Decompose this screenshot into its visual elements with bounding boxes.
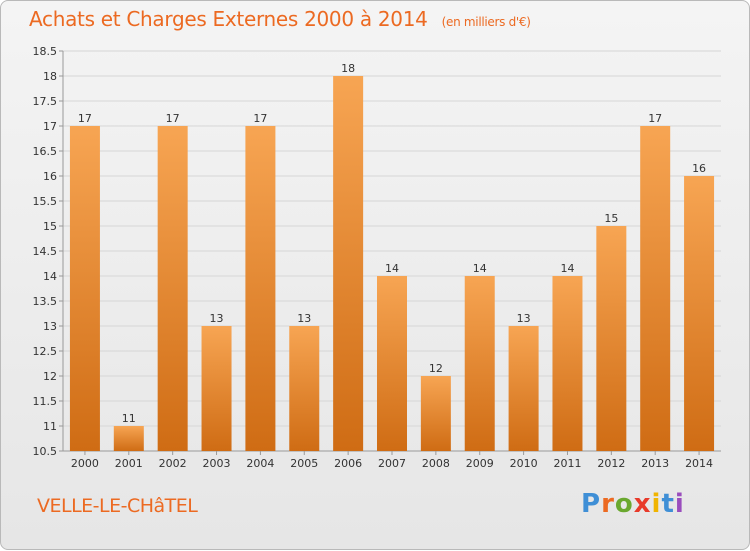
x-tick-label: 2005 [290,457,318,470]
y-tick-label: 11 [43,420,57,433]
proxiti-logo[interactable]: Proxiti [581,489,685,519]
x-tick-label: 2006 [334,457,362,470]
x-tick-label: 2010 [510,457,538,470]
x-tick-label: 2009 [466,457,494,470]
bar-2001 [113,426,144,451]
logo-letter: o [614,489,634,519]
bar-2002 [157,126,188,451]
logo-letter: P [581,489,602,519]
bar-value-label: 14 [385,262,399,275]
bar-value-label: 18 [341,62,355,75]
y-tick-label: 15 [43,220,57,233]
y-tick-label: 17 [43,120,57,133]
logo-letter: i [651,489,662,519]
y-tick-label: 12.5 [33,345,58,358]
x-tick-label: 2013 [641,457,669,470]
y-tick-label: 13.5 [33,295,58,308]
x-tick-label: 2002 [159,457,187,470]
bar-value-label: 15 [604,212,618,225]
y-tick-label: 16 [43,170,57,183]
y-tick-label: 16.5 [33,145,58,158]
bar-value-label: 11 [122,412,136,425]
bar-value-label: 17 [253,112,267,125]
y-tick-label: 14.5 [33,245,58,258]
y-tick-label: 13 [43,320,57,333]
bar-2000 [69,126,100,451]
x-tick-label: 2001 [115,457,143,470]
logo-letter: t [661,489,675,519]
commune-name: VELLE-LE-CHâTEL [37,495,198,517]
chart-title: Achats et Charges Externes 2000 à 2014 (… [29,7,531,31]
bar-2008 [420,376,451,451]
bar-2014 [684,176,715,451]
x-tick-label: 2011 [553,457,581,470]
bar-2005 [289,326,320,451]
bar-value-label: 14 [560,262,574,275]
x-tick-label: 2012 [597,457,625,470]
bar-2010 [508,326,539,451]
bar-value-label: 13 [210,312,224,325]
labels: 17 2000 11 2001 17 2002 13 2003 17 2004 13 2005 18 20… [71,62,713,470]
y-tick-label: 10.5 [33,445,58,458]
bar-value-label: 16 [692,162,706,175]
bar-2004 [245,126,276,451]
bar-2011 [552,276,583,451]
x-tick-label: 2000 [71,457,99,470]
bar-2009 [464,276,495,451]
x-tick-label: 2004 [246,457,274,470]
logo-letter: i [674,489,685,519]
logo-letter: x [633,489,652,519]
y-tick-label: 18 [43,70,57,83]
x-tick-label: 2007 [378,457,406,470]
bars [69,76,715,451]
bar-2007 [377,276,407,451]
y-tick-label: 14 [43,270,57,283]
bar-2006 [333,76,364,451]
bar-2012 [596,226,627,451]
bar-2003 [201,326,232,451]
bar-value-label: 17 [166,112,180,125]
chart-title-text: Achats et Charges Externes 2000 à 2014 [29,7,428,31]
bar-2013 [640,126,671,451]
x-tick-label: 2003 [203,457,231,470]
bar-value-label: 13 [297,312,311,325]
y-tick-label: 11.5 [33,395,58,408]
bar-value-label: 17 [78,112,92,125]
bar-value-label: 13 [517,312,531,325]
x-tick-label: 2014 [685,457,713,470]
bar-value-label: 17 [648,112,662,125]
y-tick-label: 18.5 [33,45,58,58]
bar-value-label: 14 [473,262,487,275]
y-tick-label: 12 [43,370,57,383]
chart-unit: (en milliers d'€) [441,15,531,29]
x-tick-label: 2008 [422,457,450,470]
y-tick-label: 17.5 [33,95,58,108]
y-tick-label: 15.5 [33,195,58,208]
logo-letter: r [601,489,615,519]
bar-value-label: 12 [429,362,443,375]
